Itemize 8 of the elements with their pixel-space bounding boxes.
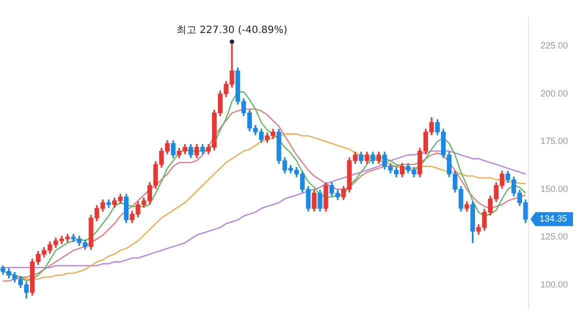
annotation: 최고 227.30 (-40.89%) (176, 25, 288, 36)
annotation: 134.35 (539, 214, 568, 224)
y-tick-label: 200.00 (540, 88, 568, 98)
y-tick-label: 100.00 (540, 279, 568, 290)
y-tick-label: 150.00 (540, 184, 568, 194)
y-tick-label: 125.00 (540, 232, 568, 242)
y-tick-label: 175.00 (540, 136, 568, 146)
y-tick-label: 225.00 (540, 40, 568, 51)
